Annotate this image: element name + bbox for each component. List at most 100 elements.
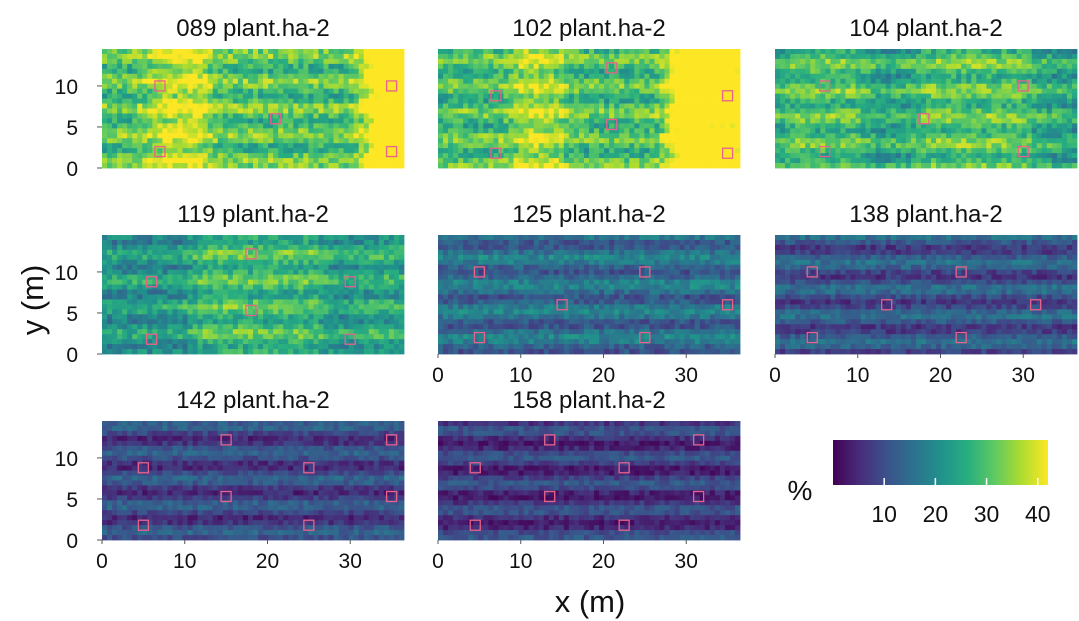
heat-cell (483, 118, 489, 124)
heat-cell (383, 279, 390, 285)
heat-cell (991, 143, 997, 149)
heat-cell (800, 88, 806, 95)
heat-cell (363, 269, 370, 276)
heat-cell (227, 49, 234, 55)
heat-cell (1036, 103, 1043, 109)
heat-cell (333, 133, 339, 139)
heat-cell (991, 163, 997, 169)
heat-cell (137, 153, 143, 159)
heat-cell (132, 53, 138, 60)
heat-cell (438, 73, 444, 80)
heat-cell (654, 78, 660, 85)
heat-cell (152, 138, 158, 144)
heat-cell (468, 118, 474, 124)
heat-cell (936, 138, 942, 144)
heat-cell (1061, 153, 1068, 159)
heat-cell (614, 88, 620, 95)
heat-cell (724, 78, 731, 85)
heat-cell (473, 63, 479, 70)
heat-cell (543, 138, 550, 144)
heat-cell (573, 113, 580, 119)
heat-cell (333, 269, 339, 276)
heat-cell (378, 158, 385, 164)
heat-cell (915, 103, 922, 109)
heat-cell (573, 138, 580, 144)
heat-cell (197, 274, 204, 281)
heat-cell (1026, 98, 1033, 104)
heat-cell (167, 284, 173, 290)
heat-cell (734, 68, 741, 75)
heat-cell (629, 93, 635, 99)
heat-cell (112, 143, 118, 149)
heat-cell (293, 88, 299, 95)
heat-cell (543, 83, 550, 90)
heat-cell (212, 113, 219, 119)
heat-cell (318, 274, 324, 281)
heat-cell (232, 274, 239, 281)
heat-cell (313, 143, 319, 149)
heat-cell (704, 153, 711, 159)
heat-cell (313, 269, 319, 276)
heat-cell (192, 284, 199, 290)
heat-cell (523, 88, 529, 95)
heat-cell (353, 244, 360, 251)
heat-cell (1041, 49, 1048, 55)
heat-cell (503, 148, 509, 154)
heat-cell (308, 53, 314, 60)
heat-cell (775, 49, 781, 55)
heat-cell (599, 58, 605, 65)
heat-cell (503, 68, 509, 75)
heat-cell (328, 274, 334, 281)
heat-cell (227, 284, 234, 290)
heat-cell (1041, 138, 1048, 144)
heat-cell (714, 143, 721, 149)
heat-cell (533, 83, 540, 90)
heat-cell (378, 239, 385, 246)
heat-cell (976, 73, 982, 80)
heat-cell (132, 68, 138, 75)
heat-cell (438, 53, 444, 60)
heat-cell (323, 93, 329, 99)
heat-cell (734, 143, 741, 149)
heat-cell (197, 158, 204, 164)
heat-cell (875, 68, 882, 75)
heat-cell (900, 98, 907, 104)
heat-cell (915, 68, 922, 75)
heat-cell (328, 49, 334, 55)
heat-cell (709, 78, 716, 85)
heat-cell (971, 148, 977, 154)
heat-cell (398, 128, 405, 134)
heat-cell (890, 148, 897, 154)
heat-cell (830, 138, 836, 144)
heat-cell (634, 128, 640, 134)
heat-cell (253, 244, 259, 251)
heat-cell (1046, 98, 1053, 104)
heat-cell (107, 88, 113, 95)
heat-cell (323, 88, 329, 95)
heat-cell (273, 118, 279, 124)
heat-cell (172, 143, 178, 149)
heat-cell (468, 108, 474, 114)
heat-cell (936, 143, 942, 149)
heat-cell (583, 78, 590, 85)
heat-cell (1071, 49, 1078, 55)
heat-cell (122, 264, 128, 271)
heat-cell (483, 49, 489, 55)
heat-cell (207, 259, 214, 266)
heat-cell (926, 68, 932, 75)
heat-cell (132, 78, 138, 85)
heat-cell (694, 63, 701, 70)
heat-cell (1056, 158, 1063, 164)
heat-cell (563, 128, 570, 134)
heat-cell (860, 113, 866, 119)
heat-cell (323, 68, 329, 75)
heat-cell (177, 244, 183, 251)
heat-cell (1031, 163, 1038, 169)
heat-cell (946, 63, 952, 70)
heat-cell (1001, 83, 1007, 90)
heat-cell (845, 118, 851, 124)
panel-title: 104 plant.ha-2 (849, 15, 1002, 42)
heat-cell (358, 53, 365, 60)
heat-cell (498, 73, 504, 80)
heat-cell (172, 63, 178, 70)
